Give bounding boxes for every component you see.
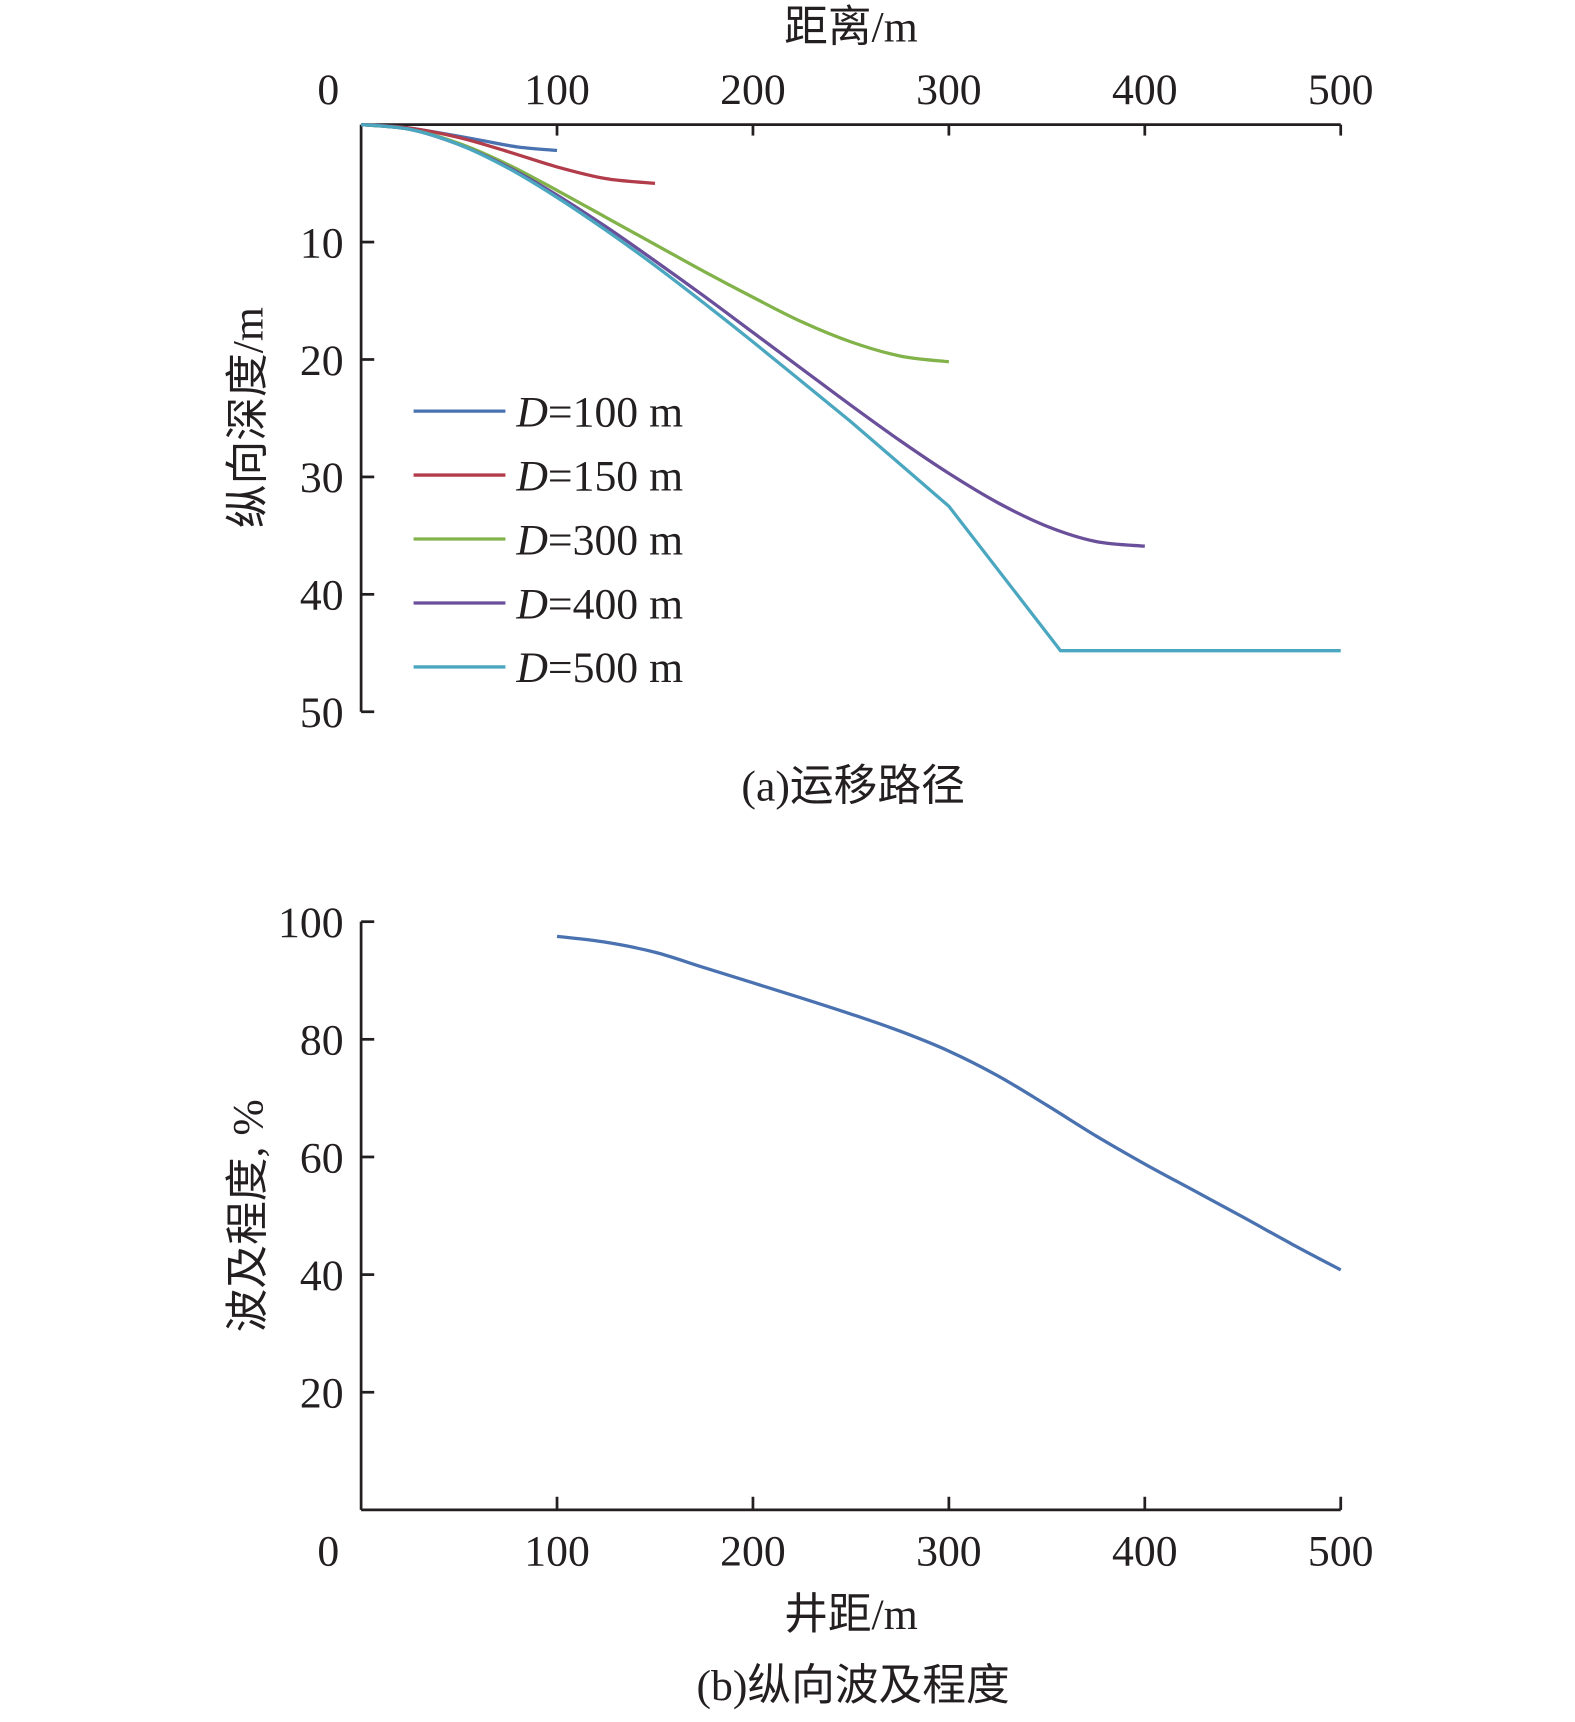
chart-a-title: (a)运移路径 <box>741 762 964 810</box>
x-tick-label: 100 <box>524 1528 590 1576</box>
x-tick-label: 0 <box>317 1528 339 1576</box>
legend-label: D=500 m <box>515 644 683 692</box>
chart-a-xlabel: 距离/m <box>784 4 918 52</box>
series-line-300 <box>360 123 950 364</box>
y-tick-label: 100 <box>278 899 344 947</box>
y-tick-label: 50 <box>300 689 344 737</box>
y-tick-label: 30 <box>300 454 344 502</box>
y-tick-label: 60 <box>300 1134 344 1182</box>
legend-label: D=150 m <box>515 452 683 500</box>
x-tick-label: 200 <box>720 1528 786 1576</box>
series-line-150 <box>360 123 656 185</box>
y-tick-label: 20 <box>300 1370 344 1418</box>
chart-b-title: (b)纵向波及程度 <box>696 1662 1009 1710</box>
x-tick-label: 100 <box>524 66 590 114</box>
x-tick-label: 300 <box>916 66 982 114</box>
x-tick-label: 0 <box>317 66 339 114</box>
series-line-500 <box>360 123 1341 653</box>
series-line-sweep <box>556 934 1342 1272</box>
x-tick-label: 500 <box>1308 1528 1374 1576</box>
x-tick-label: 400 <box>1112 66 1178 114</box>
legend-label: D=100 m <box>515 388 683 436</box>
y-tick-label: 80 <box>300 1017 344 1065</box>
chart-sweep-efficiency: 井距/m 波及程度, % (b)纵向波及程度 0 100 200 300 400 500 2… <box>225 899 1374 1710</box>
chart-migration-path: 距离/m 纵向深度/m (a)运移路径 0 100 200 300 400 500 10 20… <box>225 4 1374 811</box>
chart-b-ylabel: 波及程度, % <box>225 1099 273 1332</box>
chart-a-ylabel: 纵向深度/m <box>225 307 273 528</box>
legend-label: D=400 m <box>515 580 683 628</box>
y-tick-label: 40 <box>300 1252 344 1300</box>
x-tick-label: 400 <box>1112 1528 1178 1576</box>
legend-label: D=300 m <box>515 516 683 564</box>
x-tick-label: 200 <box>720 66 786 114</box>
y-tick-label: 40 <box>300 572 344 620</box>
chart-b-xlabel: 井距/m <box>784 1591 918 1639</box>
x-tick-label: 500 <box>1308 66 1374 114</box>
x-tick-label: 300 <box>916 1528 982 1576</box>
series-line-400 <box>360 123 1145 548</box>
y-tick-label: 20 <box>300 337 344 385</box>
y-tick-label: 10 <box>300 219 344 267</box>
